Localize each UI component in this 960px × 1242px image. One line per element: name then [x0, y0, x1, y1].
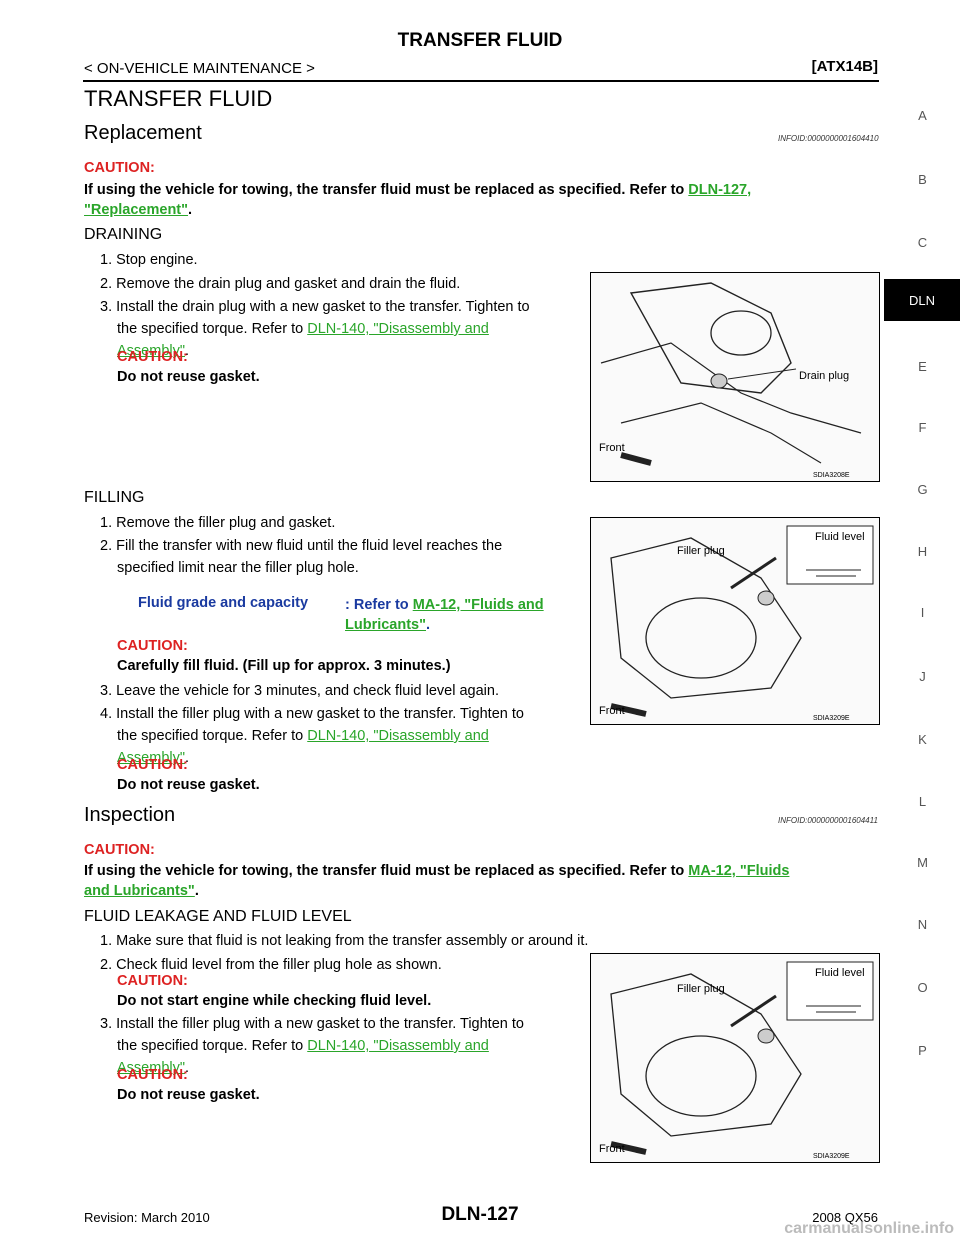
infoid-replacement: INFOID:0000000001604410 [778, 134, 879, 143]
transfer-drain-illustration: Drain plug Front SDIA3208E [599, 282, 862, 479]
section-title-replacement: Replacement [84, 122, 202, 144]
filling-step-3: 3. Leave the vehicle for 3 minutes, and … [100, 683, 499, 699]
link-lubricants[interactable]: Lubricants" [345, 617, 426, 633]
caution-label: CAUTION: [117, 349, 188, 365]
label-filler-plug: Filler plug [677, 545, 725, 557]
caution-label: CAUTION: [117, 638, 188, 654]
figure-code: SDIA3208E [813, 472, 850, 479]
transfer-filler-illustration: Filler plug Fluid level Front SDIA3209E [599, 525, 874, 722]
sidebar-item-g[interactable]: G [917, 482, 928, 497]
label-front: Front [599, 442, 625, 454]
page-title: TRANSFER FLUID [84, 86, 273, 111]
caution-label: CAUTION: [84, 842, 155, 858]
filling-step-4: 4. Install the filler plug with a new ga… [100, 706, 524, 766]
caution-text: Carefully fill fluid. (Fill up for appro… [117, 658, 451, 674]
link-ma-12[interactable]: MA-12, "Fluids [688, 863, 790, 879]
model-code: [ATX14B] [811, 58, 878, 75]
label-drain-plug: Drain plug [799, 370, 849, 382]
sidebar-item-h[interactable]: H [917, 544, 928, 559]
sidebar-item-j[interactable]: J [919, 669, 926, 684]
figure-filler-plug: Filler plug Fluid level Front SDIA3209E [590, 517, 880, 725]
transfer-inspection-illustration: Filler plug Fluid level Front SDIA3209E [599, 961, 874, 1160]
caution-label: CAUTION: [84, 160, 155, 176]
caution-text: If using the vehicle for towing, the tra… [84, 182, 752, 218]
footer-model: 2008 QX56 [812, 1210, 878, 1225]
draining-step-1: 1. Stop engine. [100, 252, 198, 268]
subsection-title-filling: FILLING [84, 489, 145, 506]
figure-code: SDIA3209E [813, 1153, 850, 1160]
link-assembly[interactable]: Assembly" [117, 1060, 185, 1076]
link-dln-140[interactable]: DLN-140, "Disassembly and [307, 1038, 489, 1054]
infoid-inspection: INFOID:0000000001604411 [778, 816, 878, 825]
sidebar-item-e[interactable]: E [918, 359, 927, 374]
header-title: TRANSFER FLUID [397, 30, 563, 51]
section-title-inspection: Inspection [84, 804, 176, 826]
caution-label: CAUTION: [117, 757, 188, 773]
label-fluid-level: Fluid level [815, 531, 865, 543]
caution-label: CAUTION: [117, 973, 188, 989]
link-assembly[interactable]: Assembly" [117, 343, 185, 359]
sidebar-item-dln[interactable]: DLN [884, 279, 960, 321]
subsection-title-draining: DRAINING [84, 226, 163, 243]
header-rule [83, 80, 879, 82]
link-lubricants[interactable]: and Lubricants" [84, 883, 195, 899]
footer-page-number: DLN-127 [441, 1204, 519, 1225]
leakage-step-1: 1. Make sure that fluid is not leaking f… [100, 933, 589, 949]
label-front: Front [599, 1143, 625, 1155]
figure-code: SDIA3209E [813, 715, 850, 722]
sidebar-item-p[interactable]: P [918, 1043, 927, 1058]
sidebar-item-n[interactable]: N [917, 917, 928, 932]
leakage-step-3: 3. Install the filler plug with a new ga… [100, 1016, 524, 1076]
watermark: carmanualsonline.info [784, 1220, 954, 1237]
sidebar-item-f[interactable]: F [918, 420, 927, 435]
spec-value: : Refer to MA-12, "Fluids and Lubricants… [345, 597, 544, 633]
sidebar-item-m[interactable]: M [917, 855, 928, 870]
link-replacement[interactable]: "Replacement" [84, 202, 189, 218]
footer-revision: Revision: March 2010 [84, 1210, 210, 1225]
caution-text: Do not reuse gasket. [117, 369, 260, 385]
sidebar-item-a[interactable]: A [918, 108, 927, 123]
label-front: Front [599, 705, 625, 717]
filling-step-2: 2. Fill the transfer with new fluid unti… [100, 538, 503, 576]
breadcrumb: < ON-VEHICLE MAINTENANCE > [84, 60, 315, 77]
sidebar-item-k[interactable]: K [918, 732, 927, 747]
caution-label: CAUTION: [117, 1067, 188, 1083]
subsection-title-leakage: FLUID LEAKAGE AND FLUID LEVEL [84, 908, 352, 925]
spec-label: Fluid grade and capacity [138, 595, 309, 611]
draining-step-3: 3. Install the drain plug with a new gas… [100, 299, 530, 359]
draining-step-2: 2. Remove the drain plug and gasket and … [100, 276, 461, 292]
link-dln-140[interactable]: DLN-140, "Disassembly and [307, 728, 489, 744]
caution-text: Do not reuse gasket. [117, 777, 260, 793]
sidebar-item-l[interactable]: L [918, 794, 927, 809]
figure-filler-plug-inspection: Filler plug Fluid level Front SDIA3209E [590, 953, 880, 1163]
caution-text: Do not reuse gasket. [117, 1087, 260, 1103]
caution-text: Do not start engine while checking fluid… [117, 993, 432, 1009]
link-ma-12[interactable]: MA-12, "Fluids and [412, 597, 544, 613]
sidebar-item-b[interactable]: B [918, 172, 927, 187]
sidebar-item-c[interactable]: C [917, 235, 928, 250]
sidebar-item-o[interactable]: O [917, 980, 928, 995]
figure-drain-plug: Drain plug Front SDIA3208E [590, 272, 880, 482]
caution-text: If using the vehicle for towing, the tra… [84, 863, 790, 899]
filling-step-1: 1. Remove the filler plug and gasket. [100, 515, 336, 531]
leakage-step-2: 2. Check fluid level from the filler plu… [100, 957, 442, 973]
link-dln-127[interactable]: DLN-127, [688, 182, 752, 198]
sidebar-item-i[interactable]: I [920, 605, 925, 620]
link-assembly[interactable]: Assembly" [117, 750, 185, 766]
link-dln-140[interactable]: DLN-140, "Disassembly and [307, 321, 489, 337]
label-fluid-level: Fluid level [815, 967, 865, 979]
label-filler-plug: Filler plug [677, 983, 725, 995]
